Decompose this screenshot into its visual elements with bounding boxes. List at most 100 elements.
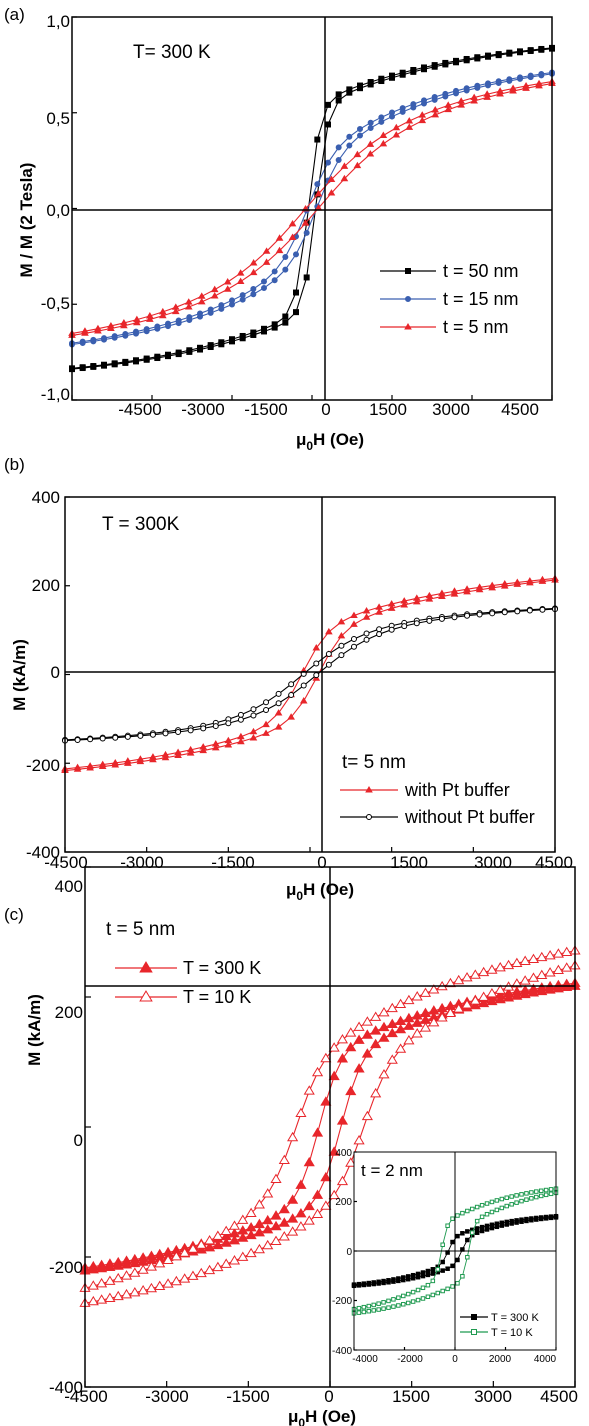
legend-label-without-pt: without Pt buffer: [404, 807, 535, 827]
panel-c-series-0-desc-point-28: [336, 1053, 349, 1063]
panel-a-series-2-asc-point-9: [184, 303, 193, 310]
inset-xtick-4: 4000: [534, 1354, 557, 1365]
panel-a-series-1-asc-point-10: [175, 320, 182, 327]
panel-c-series-0-asc-point-17: [220, 1237, 232, 1247]
panel-b-xtick-1: -3000: [120, 853, 163, 872]
inset-series-1-desc-point-38: [366, 1303, 372, 1309]
panel-b-series-1-asc-point-32: [464, 612, 471, 619]
panel-c-series-1-desc-point-47: [179, 1247, 191, 1257]
panel-c-series-0-asc-point-16: [212, 1239, 224, 1250]
panel-c-series-1-desc-point-24: [370, 1011, 382, 1021]
panel-b-series-0-asc-point-4: [111, 761, 120, 768]
panel-a-series-0-asc-point-24: [325, 121, 331, 128]
panel-a-series-2-asc-point-31: [470, 97, 478, 104]
panel-a-series-0-asc-point-7: [143, 356, 150, 363]
panel-c-series-1-desc-point-12: [469, 969, 481, 979]
panel-c-series-1-asc-point-10: [162, 1278, 174, 1288]
panel-c-xtick-3: 0: [324, 1387, 333, 1406]
inset-xtick-3: 2000: [489, 1354, 512, 1365]
panel-c-series-1-desc-point-36: [270, 1173, 282, 1183]
inset-series-1-desc-point-20: [455, 1213, 460, 1218]
panel-c-series-1-asc-point-41: [419, 1022, 432, 1032]
panel-c-series-0-asc-point-54: [527, 987, 540, 997]
panel-c-series-0-desc-point-30: [320, 1096, 332, 1106]
inset-series-1-asc-point-12: [410, 1299, 416, 1304]
panel-c-series-1-asc-point-2: [96, 1294, 108, 1304]
panel-a-series-1-asc-point-12: [197, 313, 203, 320]
panel-c-series-1-asc-point-40: [411, 1028, 423, 1038]
panel-a-label: (a): [4, 5, 25, 24]
panel-a-ytick-2: 0,0: [46, 201, 70, 220]
inset-legend-label-300k: T = 300 K: [491, 1312, 539, 1324]
panel-c-series-0-desc-point-36: [270, 1210, 282, 1220]
panel-a-series-1-desc-line: [71, 71, 553, 344]
panel-c-series-0-asc-point-25: [287, 1213, 299, 1223]
panel-c-series-1-desc-point-20: [403, 994, 415, 1005]
panel-a-ytick-1: -0,5: [41, 294, 70, 313]
panel-a-series-1-asc-point-30: [389, 113, 395, 120]
panel-a-series-0-asc-point-29: [378, 78, 385, 85]
panel-b-series-0-asc-point-14: [237, 737, 245, 745]
panel-a-series-2-desc-point-23: [249, 259, 258, 266]
inset-series-0-asc-point-2: [361, 1282, 367, 1288]
panel-c-series-1-asc-point-3: [104, 1292, 116, 1302]
panel-b-ytick-4: 400: [32, 488, 60, 507]
panel-b-series-1-asc-point-10: [187, 727, 194, 734]
legend-label-300k: T = 300 K: [183, 958, 261, 978]
panel-c-series-0-asc-point-20: [245, 1229, 257, 1240]
panel-a-series-0-asc-point-22: [303, 274, 310, 281]
inset-series-0-asc-point-15: [425, 1272, 431, 1278]
panel-a-series-2-desc-point-18: [314, 189, 323, 197]
b-leg-0-marker: [365, 786, 373, 793]
inset-series-0-asc-point-30: [499, 1223, 505, 1228]
panel-b-series-0-desc-point-18: [325, 627, 333, 635]
panel-b-series-1-asc-point-18: [288, 692, 295, 699]
panel-a-series-1-asc-point-15: [229, 301, 235, 308]
panel-c-series-1-desc-point-19: [411, 991, 423, 1001]
panel-c-series-1-asc-point-6: [129, 1286, 141, 1297]
inset-series-1-desc-point-19: [460, 1210, 465, 1216]
panel-a-ylabel: M / M (2 Tesla): [17, 163, 36, 278]
panel-c-series-1-desc-point-23: [378, 1006, 390, 1017]
inset-series-1-asc-point-33: [514, 1200, 519, 1205]
inset-series-1-asc-point-8: [391, 1304, 396, 1309]
panel-a-xtick-4: 1500: [369, 400, 407, 419]
panel-b-series-0-asc-point-11: [199, 746, 208, 754]
panel-a-series-0-asc-point-34: [431, 63, 438, 70]
panel-a-series-2-desc-point-16: [340, 162, 349, 169]
inset-series-0-asc-point-32: [509, 1221, 514, 1226]
panel-b-series-0-asc-point-15: [249, 734, 258, 741]
panel-a-series-2-asc-point-17: [288, 233, 297, 240]
panel-a-series-0-asc-point-8: [154, 355, 161, 362]
panel-c-series-0-asc-point-57: [552, 982, 564, 993]
panel-b-series-0-asc-point-5: [124, 759, 132, 766]
panel-c-series-0-asc-point-30: [328, 1146, 340, 1156]
panel-a-series-0-desc-point-25: [282, 313, 289, 320]
panel-b-series-0-asc-point-10: [186, 749, 195, 756]
inset-series-0-asc-point-11: [405, 1276, 411, 1282]
inset-series-1-asc-point-13: [415, 1297, 421, 1303]
panel-c-series-0-asc-point-28: [311, 1189, 324, 1199]
a-leg-1-marker: [405, 296, 411, 302]
panel-c-series-1-asc-point-57: [552, 964, 564, 975]
panel-b-ytick-0: -400: [26, 843, 60, 862]
panel-b-series-0-desc-line: [64, 577, 556, 770]
panel-a-series-0-asc-point-20: [282, 319, 289, 326]
panel-a-series-1-desc-point-17: [367, 119, 374, 126]
panel-c-series-1-desc-point-44: [203, 1234, 216, 1245]
inset-series-1-asc-point-16: [430, 1292, 436, 1298]
panel-b-series-1-asc-point-29: [426, 617, 433, 624]
panel-c-series-0-asc-point-51: [502, 992, 515, 1002]
panel-c-series-1-desc-point-51: [145, 1261, 158, 1271]
panel-a-series-1-asc-point-5: [122, 332, 129, 339]
panel-b-series-1-desc-point-19: [313, 660, 320, 667]
inset-series-0-asc-point-40: [548, 1215, 554, 1221]
inset-series-1-desc-point-35: [381, 1300, 386, 1305]
panel-b-series-1-asc-point-2: [87, 736, 94, 743]
panel-c-series-0-asc-point-33: [353, 1063, 365, 1073]
panel-c-series-0-desc-point-33: [295, 1179, 307, 1189]
panel-b-series-0-asc-point-18: [287, 713, 295, 720]
panel-a-series-1-asc-point-17: [250, 291, 257, 298]
panel-c-series-0-desc-point-25: [361, 1029, 373, 1039]
inset-series-1-asc-point-22: [460, 1274, 465, 1279]
